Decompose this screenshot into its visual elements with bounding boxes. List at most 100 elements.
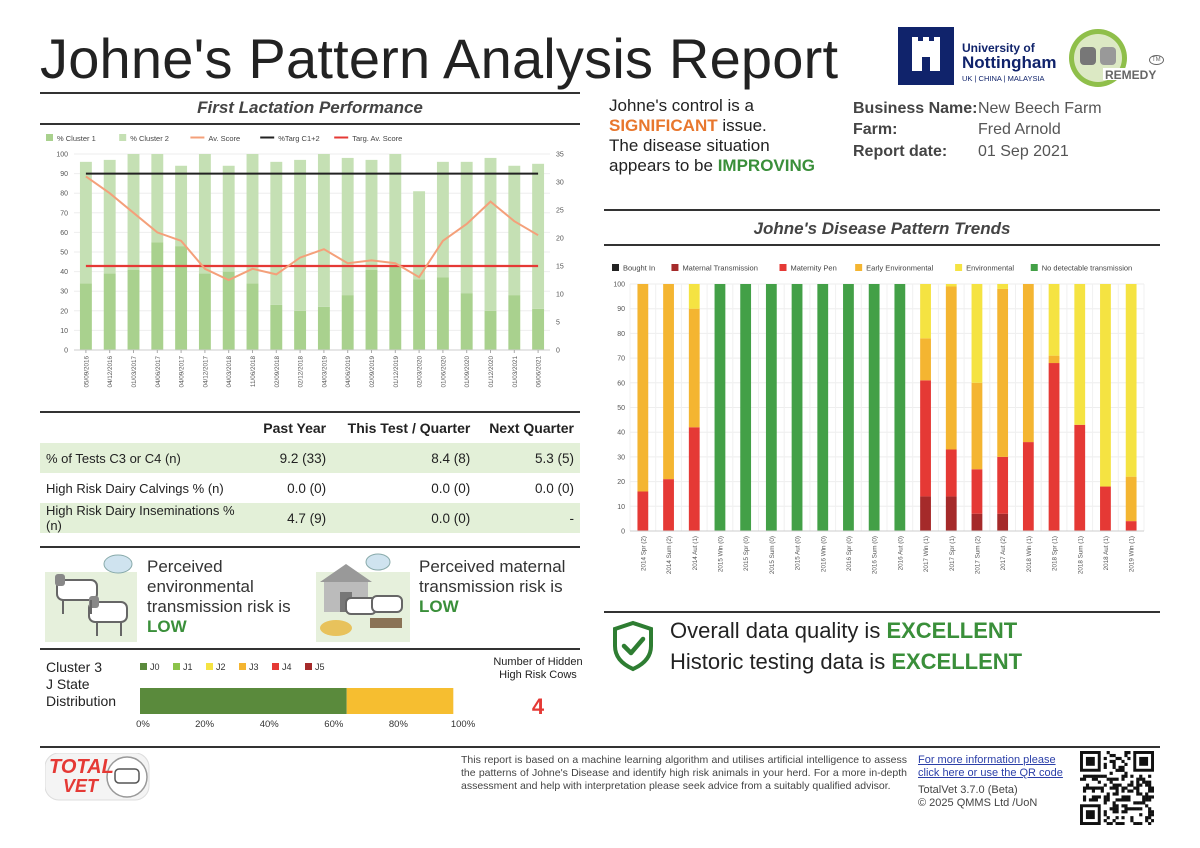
- fl-bar-cluster2: [317, 154, 330, 307]
- qr-module: [1115, 822, 1119, 825]
- pt-bar-segment: [765, 284, 777, 531]
- remedy-cow-icon: [1069, 29, 1143, 87]
- more-info-l1[interactable]: For more information please: [918, 754, 1056, 766]
- fl-bar-cluster1: [460, 293, 473, 350]
- pt-ytick: 90: [617, 306, 625, 313]
- fl-ytick-left: 20: [60, 308, 68, 315]
- more-info-link[interactable]: For more information please click here o…: [918, 754, 1063, 780]
- fl-xtick-label: 02/09/2019: [369, 356, 376, 388]
- qr-module: [1133, 807, 1137, 811]
- qr-module: [1109, 807, 1113, 811]
- pt-bar-segment: [843, 284, 854, 531]
- pt-bar-segment: [1125, 476, 1137, 522]
- fl-xtick-label: 01/12/2020: [488, 356, 495, 388]
- pt-xtick-label: 2018 Spr (1): [1052, 536, 1059, 571]
- remedy-text: REMEDY: [1105, 68, 1157, 82]
- qr-module: [1136, 792, 1140, 796]
- qr-module: [1094, 774, 1098, 778]
- qr-module: [1103, 798, 1107, 802]
- pt-bar-segment: [894, 284, 906, 531]
- qr-module: [1088, 798, 1093, 802]
- qr-module: [1082, 789, 1087, 793]
- row-label: % of Tests C3 or C4 (n): [40, 443, 252, 473]
- c3-bar-j0: [140, 688, 347, 714]
- pt-bar-segment: [1048, 363, 1060, 531]
- fl-bar-cluster2: [79, 161, 92, 284]
- qr-module: [1094, 798, 1098, 802]
- summary-l3: The disease situation: [609, 136, 770, 155]
- uon-line3: UK | CHINA | MALAYSIA: [962, 74, 1045, 83]
- totalvet-text1: TOTAL: [49, 756, 114, 778]
- fl-bar-cluster2: [175, 165, 188, 247]
- qr-module: [1112, 777, 1116, 781]
- qr-module: [1112, 810, 1116, 814]
- qr-module: [1151, 786, 1154, 790]
- c3-tick-label: 20%: [195, 719, 215, 730]
- cell-past: 4.7 (9): [252, 503, 333, 533]
- fl-bar-cluster1: [294, 310, 307, 350]
- qr-module: [1142, 801, 1146, 805]
- qr-module: [1106, 751, 1110, 755]
- stats-header-row: Past Year This Test / Quarter Next Quart…: [40, 413, 580, 443]
- pt-xtick-label: 2017 Sum (2): [974, 536, 981, 574]
- fl-bar-cluster1: [246, 283, 259, 350]
- remedy-logo: REMEDY TM: [1063, 27, 1164, 91]
- fl-bar-cluster2: [532, 163, 545, 309]
- fl-bar-cluster2: [222, 165, 235, 272]
- fl-bar-cluster2: [436, 161, 449, 278]
- pt-legend-label: Maternal Transmission: [682, 264, 757, 273]
- qr-module: [1127, 789, 1131, 793]
- pt-xtick-label: 2015 Sum (0): [769, 536, 776, 574]
- cell-this: 8.4 (8): [332, 443, 477, 473]
- pt-legend-swatch: [855, 264, 863, 271]
- fl-bar-cluster1: [151, 242, 164, 350]
- qr-module: [1121, 786, 1125, 790]
- pt-bar-segment: [1048, 355, 1060, 364]
- qr-module: [1091, 795, 1095, 799]
- qr-module: [1112, 801, 1116, 805]
- version-text: TotalVet 3.7.0 (Beta): [918, 784, 1018, 796]
- env-risk-l3: transmission risk is: [147, 597, 291, 616]
- pt-bar-segment: [1074, 424, 1086, 531]
- more-info-l2[interactable]: click here or use the QR code: [918, 767, 1063, 779]
- pt-bar-segment: [1022, 284, 1034, 443]
- fl-bar-cluster1: [127, 269, 140, 350]
- qr-module: [1151, 819, 1154, 823]
- first-lactation-title: First Lactation Performance: [197, 98, 423, 117]
- qr-module: [1136, 777, 1140, 781]
- pt-bar-segment: [1125, 521, 1137, 531]
- report-date-label: Report date:: [853, 143, 948, 160]
- pt-legend-swatch: [612, 264, 619, 271]
- qr-module: [1139, 792, 1143, 796]
- qr-module: [1124, 771, 1128, 775]
- qr-module: [1133, 822, 1137, 825]
- qr-finder-core: [1139, 756, 1149, 766]
- qr-module: [1136, 801, 1140, 805]
- fl-xtick-label: 05/09/2016: [83, 356, 90, 388]
- qr-module: [1151, 789, 1154, 793]
- qr-module: [1124, 753, 1128, 758]
- qr-module: [1115, 792, 1119, 796]
- pt-ytick: 40: [617, 430, 625, 437]
- pt-bar-segment: [714, 284, 726, 531]
- c3-legend-label: J1: [183, 662, 193, 672]
- pt-bar-segment: [817, 284, 829, 531]
- qr-module: [1124, 751, 1128, 755]
- fl-xtick-label: 04/12/2016: [107, 356, 114, 388]
- pt-bar-segment: [971, 513, 983, 531]
- qr-module: [1142, 795, 1146, 799]
- totalvet-text2: VET: [63, 776, 99, 796]
- fl-xtick-label: 04/06/2019: [345, 356, 352, 388]
- pt-legend-swatch: [955, 264, 963, 271]
- fl-ytick-right: 10: [556, 292, 564, 299]
- qr-finder-core: [1085, 810, 1095, 820]
- qr-module: [1145, 804, 1149, 808]
- qr-module: [1124, 807, 1128, 811]
- fl-bar-cluster1: [79, 283, 92, 350]
- qr-code-icon[interactable]: [1080, 751, 1154, 825]
- qr-module: [1088, 774, 1093, 778]
- qr-module: [1148, 798, 1152, 802]
- qr-module: [1145, 780, 1149, 784]
- pattern-trends-title: Johne's Disease Pattern Trends: [753, 219, 1011, 238]
- qr-module: [1103, 813, 1107, 817]
